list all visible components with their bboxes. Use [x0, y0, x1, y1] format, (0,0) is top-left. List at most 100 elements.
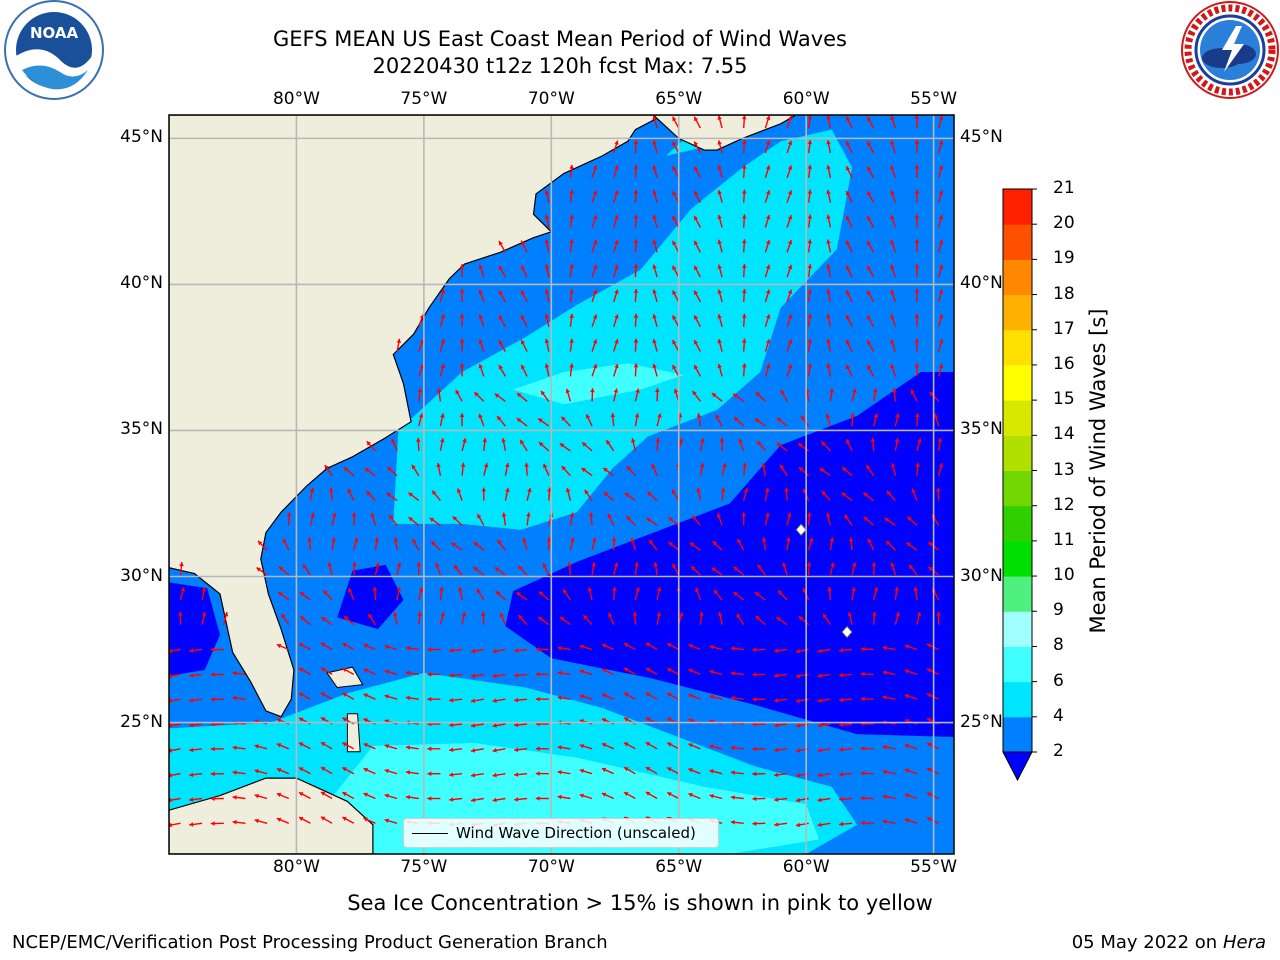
wave-direction-arrowhead — [384, 694, 389, 699]
wave-direction-arrowhead — [752, 821, 757, 826]
wave-direction-arrowhead — [691, 566, 696, 571]
wave-direction-arrowhead — [860, 771, 865, 776]
wave-direction-arrowhead — [863, 517, 869, 522]
wave-direction-arrowhead — [483, 463, 489, 468]
wave-direction-arrowhead — [321, 617, 326, 622]
wave-direction-arrowhead — [307, 537, 312, 542]
wave-direction-arrowhead — [841, 492, 847, 497]
wave-direction-arrowhead — [656, 612, 662, 617]
wave-direction-arrowhead — [342, 742, 347, 747]
wave-direction-arrowhead — [765, 314, 771, 319]
wave-direction-arrowhead — [803, 488, 808, 494]
wave-direction-arrowhead — [688, 718, 693, 723]
wave-direction-arrowhead — [871, 562, 877, 566]
wave-direction-arrowhead — [460, 462, 466, 467]
wave-direction-arrowhead — [396, 587, 402, 592]
wave-direction-arrowhead — [867, 315, 872, 320]
wave-direction-arrowhead — [817, 723, 822, 728]
wave-direction-arrowhead — [456, 488, 462, 493]
wave-direction-arrowhead — [520, 439, 525, 445]
wave-direction-arrowhead — [254, 769, 259, 774]
wave-direction-arrowhead — [494, 393, 500, 398]
wave-direction-arrowhead — [872, 611, 877, 616]
colorbar-label: Mean Period of Wind Waves [s] — [1086, 308, 1110, 634]
wave-direction-arrowhead — [780, 464, 785, 470]
chart-title: GEFS MEAN US East Coast Mean Period of W… — [273, 27, 847, 51]
wave-direction-arrowhead — [765, 165, 771, 170]
wave-direction-arrowhead — [717, 264, 722, 269]
wave-direction-arrowhead — [907, 516, 912, 521]
wave-direction-arrowhead — [894, 438, 900, 443]
footer-date-text: 05 May 2022 on — [1071, 932, 1218, 953]
wave-direction-arrowhead — [440, 612, 445, 617]
wave-direction-arrowhead — [730, 671, 735, 676]
wave-direction-arrowhead — [819, 468, 825, 473]
wave-direction-arrowhead — [842, 467, 847, 472]
wave-direction-arrowhead — [914, 264, 920, 268]
wave-direction-arrowhead — [299, 668, 304, 673]
wave-direction-arrowhead — [470, 698, 476, 703]
wave-direction-arrowhead — [720, 487, 726, 492]
wave-direction-arrowhead — [716, 513, 722, 518]
wave-direction-arrowhead — [890, 215, 895, 220]
wave-direction-arrowhead — [276, 817, 282, 822]
wave-direction-arrowhead — [754, 592, 760, 597]
wave-direction-arrowhead — [427, 672, 432, 677]
wave-direction-arrowhead — [655, 388, 660, 393]
wave-direction-arrowhead — [784, 487, 789, 492]
wave-direction-arrowhead — [652, 214, 657, 220]
wave-direction-arrowhead — [778, 590, 783, 595]
lat-tick-right: 40°N — [960, 273, 1003, 294]
wave-direction-arrowhead — [715, 414, 720, 420]
wave-direction-arrowhead — [807, 189, 813, 194]
wave-direction-arrowhead — [672, 116, 677, 122]
wave-direction-arrowhead — [765, 140, 771, 145]
wave-direction-arrowhead — [738, 438, 743, 444]
wave-direction-arrowhead — [535, 672, 540, 677]
wave-direction-arrowhead — [829, 388, 834, 393]
wave-direction-arrowhead — [860, 696, 865, 702]
wave-direction-arrowhead — [742, 140, 747, 144]
wave-direction-arrowhead — [624, 792, 629, 797]
wave-direction-arrowhead — [607, 513, 612, 519]
wave-direction-arrowhead — [795, 773, 801, 778]
wave-direction-arrowhead — [652, 339, 657, 344]
wave-direction-arrowhead — [389, 515, 394, 520]
wave-direction-arrowhead — [787, 215, 793, 220]
wave-direction-arrowhead — [478, 339, 483, 344]
wave-direction-arrowhead — [851, 587, 856, 592]
wave-direction-arrowhead — [765, 364, 771, 369]
wind-wave-vectors — [169, 115, 944, 828]
wave-direction-arrowhead — [569, 189, 574, 194]
wave-direction-arrowhead — [535, 771, 540, 776]
wave-direction-arrowhead — [866, 465, 871, 470]
wave-direction-arrowhead — [895, 612, 900, 617]
wave-direction-arrowhead — [384, 818, 389, 823]
wave-direction-arrowhead — [821, 490, 826, 496]
lon-tick-top: 60°W — [782, 89, 830, 109]
wave-direction-arrowhead — [764, 487, 770, 492]
wave-direction-arrowhead — [938, 239, 944, 245]
map-gridlines — [169, 115, 954, 854]
wave-direction-arrowhead — [667, 643, 672, 648]
wave-direction-arrowhead — [709, 769, 714, 774]
wave-direction-arrowhead — [521, 339, 526, 345]
wave-direction-arrowhead — [299, 792, 304, 797]
wave-direction-arrowhead — [626, 516, 631, 521]
wave-direction-arrowhead — [353, 537, 359, 542]
field-under-2s-small — [337, 564, 404, 630]
wave-direction-arrowhead — [535, 647, 540, 652]
chart-subtitle: 20220430 t12z 120h fcst Max: 7.55 — [372, 54, 748, 78]
wave-direction-arrowhead — [844, 514, 849, 520]
wave-direction-arrowhead — [694, 216, 699, 221]
wave-direction-arrowhead — [592, 537, 597, 542]
wave-direction-arrowhead — [754, 418, 760, 423]
wave-direction-arrowhead — [860, 820, 865, 826]
wave-direction-arrowhead — [544, 314, 550, 319]
wave-direction-arrowhead — [742, 313, 747, 318]
wave-direction-arrowhead — [839, 697, 844, 703]
wave-direction-arrowhead — [672, 240, 677, 246]
wave-direction-arrowhead — [417, 388, 423, 393]
wave-direction-arrowhead — [541, 390, 546, 396]
wave-direction-arrowhead — [514, 673, 519, 678]
